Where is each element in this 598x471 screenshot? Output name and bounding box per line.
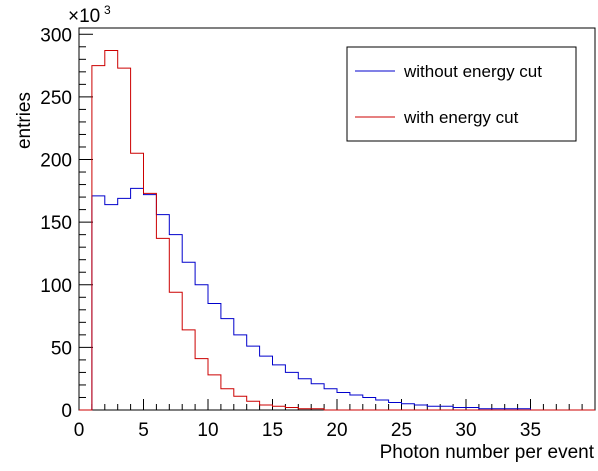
x-tick-label: 15 [262, 420, 283, 441]
y-tick-label: 150 [40, 213, 72, 234]
y-tick-label: 50 [51, 338, 72, 359]
y-tick-label: 200 [40, 151, 72, 172]
legend-box [346, 46, 577, 142]
y-axis-ticks: 0 50 100 150 200 250 300 [40, 25, 93, 422]
y-tick-label: 250 [40, 88, 72, 109]
x-tick-label: 30 [455, 420, 476, 441]
x-tick-label: 35 [520, 420, 541, 441]
x-tick-label: 20 [326, 420, 347, 441]
x-tick-label: 5 [138, 420, 149, 441]
x-tick-label: 0 [74, 420, 85, 441]
histogram-line-with-energy-cut [79, 50, 595, 411]
legend-label-with-energy-cut: with energy cut [403, 108, 519, 127]
x-axis-title: Photon number per event [380, 442, 595, 463]
x-axis-ticks: 0 5 10 15 20 25 30 35 [74, 399, 596, 441]
y-axis-title: entries [14, 92, 35, 149]
x-tick-label: 10 [197, 420, 218, 441]
y-multiplier-base: ×10 [68, 6, 100, 27]
y-tick-label: 300 [40, 25, 72, 46]
series-layer [79, 50, 595, 411]
legend: without energy cut with energy cut [346, 46, 577, 142]
legend-label-without-energy-cut: without energy cut [403, 62, 542, 81]
x-tick-label: 25 [391, 420, 412, 441]
y-tick-label: 0 [61, 401, 72, 422]
y-multiplier-exponent: 3 [104, 3, 111, 17]
y-tick-label: 100 [40, 276, 72, 297]
